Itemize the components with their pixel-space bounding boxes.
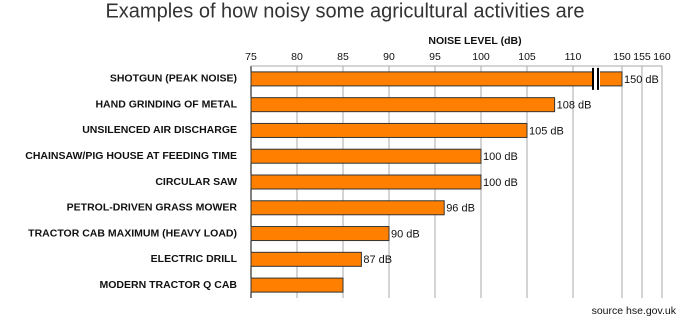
bar bbox=[250, 71, 623, 87]
x-tick-label: 150 bbox=[613, 51, 631, 63]
bar bbox=[250, 122, 528, 138]
x-tick-label: 110 bbox=[565, 51, 582, 63]
x-tick-label: 85 bbox=[337, 51, 349, 63]
bar bbox=[250, 200, 445, 216]
value-label: 90 dB bbox=[391, 228, 420, 240]
category-label: CHAINSAW/PIG HOUSE AT FEEDING TIME bbox=[25, 150, 237, 162]
value-label: 105 dB bbox=[529, 125, 564, 137]
category-label: CIRCULAR SAW bbox=[155, 176, 237, 188]
bar bbox=[250, 148, 482, 164]
bar bbox=[250, 251, 362, 267]
category-label: MODERN TRACTOR Q CAB bbox=[100, 279, 238, 291]
bar bbox=[250, 277, 344, 293]
value-label: 100 dB bbox=[483, 177, 518, 189]
value-label: 87 dB bbox=[363, 254, 392, 266]
category-label: UNSILENCED AIR DISCHARGE bbox=[82, 124, 237, 136]
axis-break bbox=[592, 67, 600, 90]
bar bbox=[250, 226, 390, 242]
value-label: 108 dB bbox=[557, 100, 592, 112]
x-tick-label: 155 bbox=[633, 51, 651, 63]
bar bbox=[250, 97, 556, 113]
x-tick-label: 90 bbox=[383, 51, 395, 63]
value-label: 150 dB bbox=[624, 74, 659, 86]
value-label: 96 dB bbox=[446, 203, 475, 215]
source: source hse.gov.uk bbox=[592, 305, 677, 317]
category-label: ELECTRIC DRILL bbox=[151, 253, 238, 265]
category-label: PETROL-DRIVEN GRASS MOWER bbox=[67, 202, 238, 214]
category-label: SHOTGUN (PEAK NOISE) bbox=[110, 73, 237, 85]
x-tick-label: 95 bbox=[429, 51, 441, 63]
x-tick-label: 80 bbox=[291, 51, 303, 63]
x-tick-label: 160 bbox=[653, 51, 671, 63]
bar bbox=[250, 174, 482, 190]
x-axis-label: NOISE LEVEL (dB) bbox=[428, 35, 521, 47]
category-label: TRACTOR CAB MAXIMUM (HEAVY LOAD) bbox=[28, 227, 237, 239]
value-label: 100 dB bbox=[483, 151, 518, 163]
x-tick-label: 75 bbox=[245, 51, 257, 63]
chart-title: Examples of how noisy some agricultural … bbox=[105, 0, 584, 22]
x-tick-label: 100 bbox=[472, 51, 490, 63]
category-label: HAND GRINDING OF METAL bbox=[95, 98, 237, 110]
x-tick-label: 105 bbox=[518, 51, 536, 63]
